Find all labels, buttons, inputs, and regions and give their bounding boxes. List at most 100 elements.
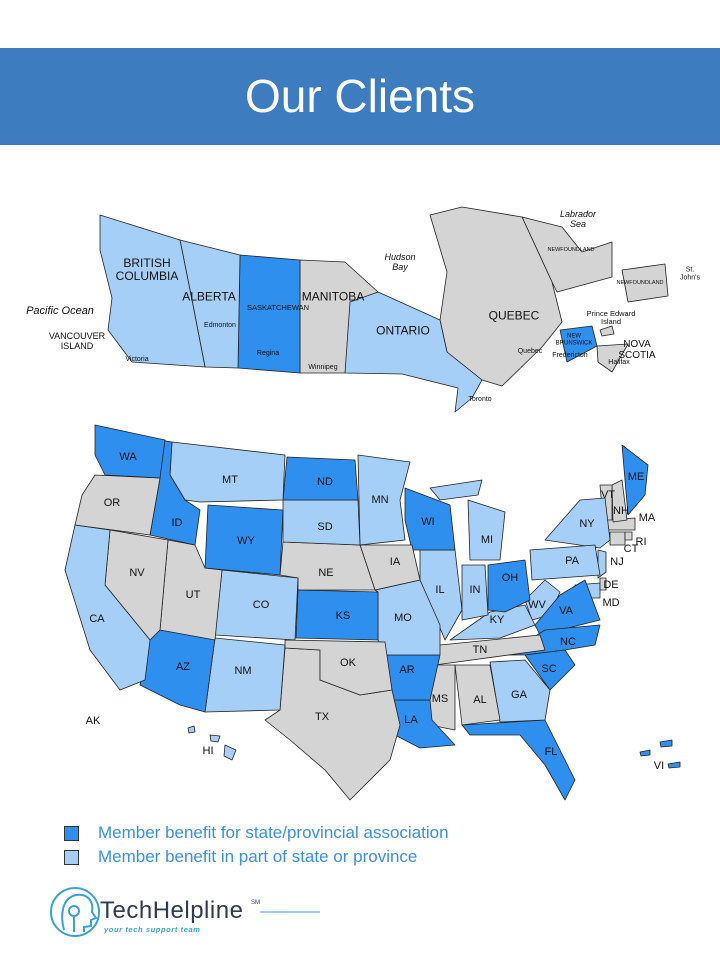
place-label: Hudson Bay: [384, 252, 416, 272]
state-label: NV: [129, 566, 145, 579]
place-label: Victoria: [125, 356, 149, 364]
state-label: MS: [431, 692, 449, 705]
legend-swatch: [64, 849, 79, 865]
place-label: VANCOUVER ISLAND: [48, 331, 106, 351]
state-label: ME: [627, 470, 645, 483]
state-shape: [621, 444, 649, 516]
state-shape: [282, 456, 359, 501]
state-label: WA: [119, 450, 137, 463]
state-shape: [64, 524, 151, 691]
state-label: AZ: [175, 660, 191, 673]
legend-swatch: [64, 825, 79, 841]
province-label: SASKATCHEWAN: [246, 302, 310, 312]
state-shape: [599, 577, 607, 591]
place-label: Quebec: [517, 348, 543, 356]
state-label: MD: [602, 596, 620, 609]
state-label: NY: [579, 517, 595, 530]
state-label: AL: [473, 693, 487, 706]
state-label: OH: [501, 571, 519, 584]
state-shape: [524, 649, 576, 691]
state-label: VA: [559, 604, 573, 617]
logo-name: TechHelpline: [100, 897, 244, 924]
state-label: RI: [635, 535, 647, 548]
state-label: LA: [404, 713, 418, 726]
state-label: MA: [638, 511, 656, 524]
province-label: Prince Edward Island: [586, 308, 636, 326]
state-label: MO: [394, 611, 412, 624]
province-shape: [344, 291, 483, 413]
state-label: DE: [603, 578, 619, 591]
state-label: NJ: [610, 555, 624, 568]
province-label: ALBERTA: [182, 289, 236, 304]
state-label: SD: [317, 520, 333, 533]
state-label: HI: [202, 744, 214, 757]
state-label: KS: [335, 609, 351, 622]
state-shape: [624, 531, 633, 541]
province-shape: [559, 325, 598, 363]
province-label: NEWFOUNDLAND: [616, 279, 664, 286]
province-label: QUEBEC: [488, 308, 540, 323]
state-label: MI: [480, 533, 494, 546]
place-label: Edmonton: [204, 322, 236, 330]
state-label: CO: [252, 598, 270, 611]
legend-label: Member benefit for state/provincial asso…: [98, 823, 449, 842]
state-label: MN: [371, 493, 389, 506]
logo-icon: [50, 887, 320, 937]
place-label: Labrador Sea: [559, 209, 597, 229]
province-shape: [521, 216, 613, 293]
state-shape: [223, 744, 237, 761]
state-label: NC: [560, 635, 576, 648]
logo-service-mark: SM: [251, 900, 260, 906]
place-label: St. John's: [679, 266, 700, 281]
state-label: CT: [623, 542, 639, 555]
state-label: WV: [528, 598, 546, 611]
state-shape: [449, 604, 536, 641]
state-label: VI: [653, 759, 665, 772]
state-label: ND: [317, 475, 333, 488]
page-title: Our Clients: [244, 70, 476, 122]
state-label: WY: [237, 534, 255, 547]
state-label: OR: [103, 496, 121, 509]
state-label: KY: [489, 613, 505, 626]
place-label: Pacific Ocean: [26, 304, 94, 317]
province-shape: [596, 343, 629, 373]
state-label: GA: [511, 688, 527, 701]
province-shape: [99, 214, 206, 368]
state-label: IN: [469, 583, 481, 596]
state-label: NH: [613, 504, 629, 517]
state-shape: [204, 504, 284, 576]
province-shape: [599, 325, 615, 337]
state-shape: [187, 725, 196, 734]
province-label: NEWFOUNDLAND: [547, 246, 595, 253]
state-shape: [639, 749, 651, 757]
state-label: IL: [435, 583, 445, 596]
province-label: ONTARIO: [376, 323, 430, 338]
state-shape: [667, 761, 681, 769]
place-label: Regina: [256, 350, 280, 358]
state-shape: [169, 441, 286, 503]
province-shape: [429, 206, 563, 387]
state-label: MT: [222, 473, 238, 486]
state-shape: [454, 664, 501, 726]
state-label: TX: [314, 710, 330, 723]
state-shape: [404, 487, 456, 551]
state-label: AK: [85, 714, 101, 727]
state-shape: [611, 479, 628, 523]
logo-tagline: your tech support team: [104, 925, 201, 934]
state-label: SC: [541, 662, 557, 675]
state-shape: [94, 424, 166, 479]
province-label: MANITOBA: [301, 289, 365, 304]
state-label: OK: [340, 656, 356, 669]
place-label: Toronto: [468, 396, 492, 404]
state-label: VT: [600, 488, 616, 501]
state-shape: [461, 564, 489, 621]
state-shape: [609, 531, 626, 546]
legend-item: Member benefit in part of state or provi…: [64, 847, 417, 867]
state-shape: [284, 639, 393, 696]
place-label: Halifax: [608, 359, 630, 367]
state-label: NM: [234, 664, 252, 677]
province-label: NOVA SCOTIA: [618, 339, 656, 361]
state-shape: [467, 499, 506, 561]
